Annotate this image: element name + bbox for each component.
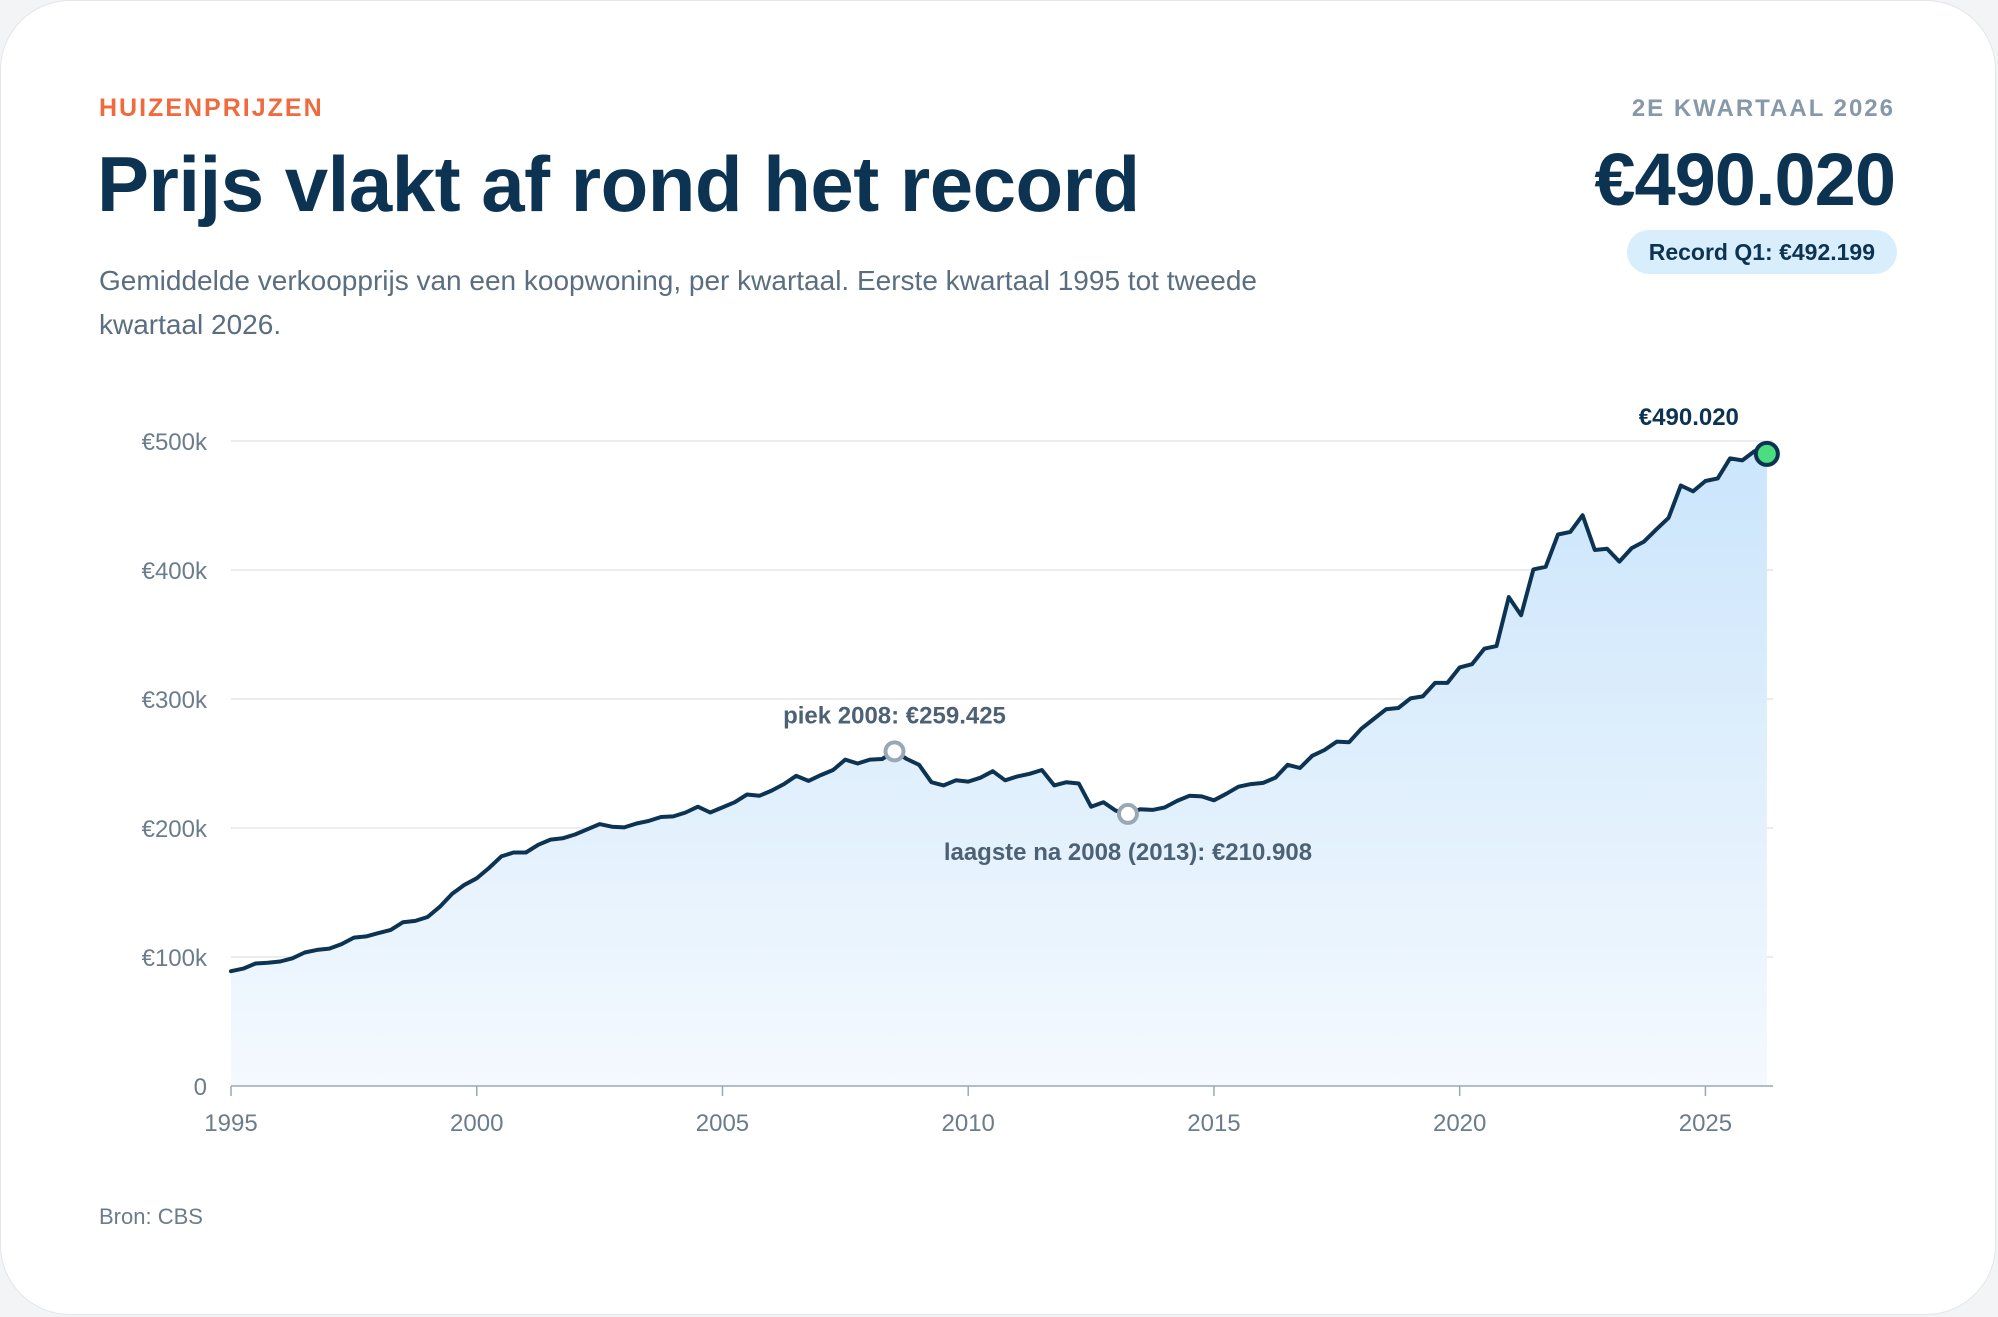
annotation-layer: piek 2008: €259.425 laagste na 2008 (2013…	[783, 404, 1780, 866]
series-line	[229, 449, 1769, 974]
current-value: €490.020	[1594, 138, 1896, 221]
x-tick-label: 2020	[1433, 1110, 1486, 1137]
x-tick-label: 2025	[1679, 1110, 1732, 1137]
axis-layer: 0 €100k €200k €300k €400k €500k 1995 2000 2005 20…	[142, 429, 1773, 1137]
chart-subtitle: Gemiddelde verkoopprijs van een koopwoni…	[99, 265, 1257, 340]
annotation-label: laagste na 2008 (2013): €210.908	[944, 839, 1312, 866]
x-tick-label: 2000	[450, 1110, 503, 1137]
source-note: Bron: CBS	[99, 1204, 203, 1229]
annotation-marker	[883, 740, 906, 763]
area-layer	[231, 451, 1767, 1087]
x-tick-label: 2005	[696, 1110, 749, 1137]
line-layer	[229, 449, 1769, 974]
x-tick-label: 1995	[204, 1110, 257, 1137]
chart-title: Prijs vlakt af rond het record	[97, 140, 1140, 228]
y-tick-label: €300k	[142, 687, 208, 714]
y-tick-label: €200k	[142, 816, 208, 843]
y-tick-label: 0	[194, 1074, 207, 1101]
last-point-marker	[1753, 440, 1780, 467]
y-tick-label: €500k	[142, 429, 208, 456]
record-badge: Record Q1: €492.199	[1626, 230, 1897, 274]
x-tick-label: 2010	[942, 1110, 995, 1137]
last-value-label: €490.020	[1639, 404, 1739, 431]
y-tick-label: €400k	[142, 558, 208, 585]
y-tick-label: €100k	[142, 945, 208, 972]
x-tick-label: 2015	[1187, 1110, 1240, 1137]
period-label: 2E KWARTAAL 2026	[1631, 95, 1895, 122]
annotation-marker	[1116, 802, 1139, 825]
eyebrow-label: HUIZENPRIJZEN	[99, 94, 324, 122]
series-area	[231, 451, 1767, 1087]
annotation-label: piek 2008: €259.425	[783, 702, 1006, 729]
